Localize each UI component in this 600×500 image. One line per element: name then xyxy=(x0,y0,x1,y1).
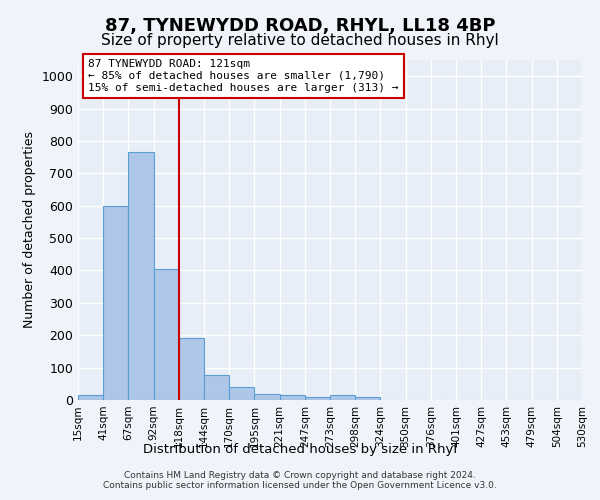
Text: Contains HM Land Registry data © Crown copyright and database right 2024.
Contai: Contains HM Land Registry data © Crown c… xyxy=(103,470,497,490)
Text: 87, TYNEWYDD ROAD, RHYL, LL18 4BP: 87, TYNEWYDD ROAD, RHYL, LL18 4BP xyxy=(105,18,495,36)
Bar xyxy=(330,396,355,400)
Bar xyxy=(254,394,280,400)
Bar xyxy=(179,338,204,400)
Y-axis label: Number of detached properties: Number of detached properties xyxy=(23,132,36,328)
Bar xyxy=(204,374,229,400)
Bar xyxy=(229,387,254,400)
Text: Size of property relative to detached houses in Rhyl: Size of property relative to detached ho… xyxy=(101,32,499,48)
Bar xyxy=(103,206,128,400)
Bar xyxy=(305,397,330,400)
Text: 87 TYNEWYDD ROAD: 121sqm
← 85% of detached houses are smaller (1,790)
15% of sem: 87 TYNEWYDD ROAD: 121sqm ← 85% of detach… xyxy=(88,60,398,92)
Bar xyxy=(154,269,179,400)
Bar xyxy=(128,152,154,400)
Bar xyxy=(355,398,380,400)
Bar xyxy=(78,395,103,400)
Bar xyxy=(280,395,305,400)
Text: Distribution of detached houses by size in Rhyl: Distribution of detached houses by size … xyxy=(143,442,457,456)
